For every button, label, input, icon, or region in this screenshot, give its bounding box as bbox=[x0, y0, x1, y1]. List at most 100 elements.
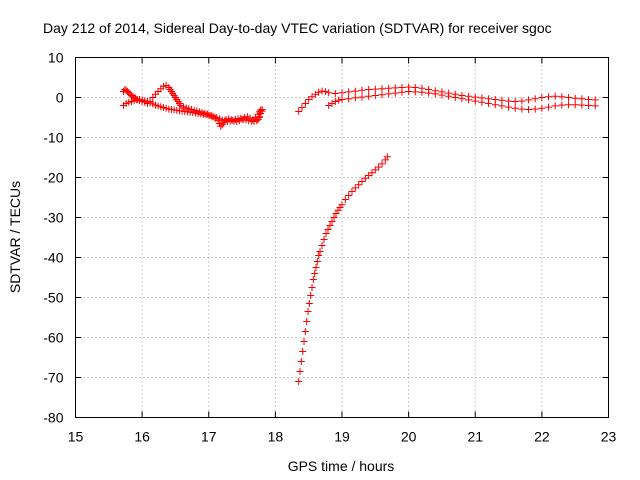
plot-frame bbox=[75, 57, 609, 418]
data-point bbox=[571, 101, 579, 109]
y-axis-label: SDTVAR / TECUs bbox=[7, 181, 23, 293]
data-point bbox=[257, 110, 265, 117]
data-point bbox=[498, 102, 506, 110]
data-point bbox=[365, 86, 373, 93]
data-series bbox=[325, 88, 599, 113]
data-point bbox=[578, 95, 586, 103]
data-point bbox=[425, 89, 433, 97]
data-point bbox=[565, 101, 573, 109]
data-point bbox=[335, 96, 343, 104]
data-point bbox=[591, 102, 599, 110]
data-point bbox=[312, 264, 320, 271]
data-point bbox=[525, 96, 533, 104]
data-point bbox=[585, 96, 593, 103]
data-point bbox=[411, 88, 419, 96]
data-point bbox=[301, 328, 309, 335]
data-point bbox=[295, 378, 303, 385]
data-point bbox=[405, 88, 413, 95]
y-tick-labels: 10 0 -10 -20 -30 -40 -50 -60 -70 -80 bbox=[43, 50, 63, 426]
data-point bbox=[371, 92, 379, 99]
data-point bbox=[485, 100, 493, 107]
data-point bbox=[518, 97, 526, 105]
data-point bbox=[315, 252, 323, 259]
data-point bbox=[558, 93, 566, 101]
data-point bbox=[254, 115, 262, 123]
data-point bbox=[465, 96, 473, 104]
data-point bbox=[328, 218, 336, 225]
data-point bbox=[295, 108, 303, 115]
data-point bbox=[451, 94, 459, 101]
data-point bbox=[303, 318, 311, 325]
data-point bbox=[341, 196, 349, 203]
data-point bbox=[585, 102, 593, 109]
data-point bbox=[331, 90, 339, 97]
data-point bbox=[338, 89, 346, 97]
data-point bbox=[299, 348, 307, 355]
data-point bbox=[471, 97, 479, 105]
y-tick-label: 0 bbox=[56, 90, 64, 106]
data-point bbox=[491, 101, 499, 109]
data-point bbox=[558, 101, 566, 109]
data-point bbox=[431, 90, 439, 98]
data-point bbox=[385, 90, 393, 98]
data-point bbox=[326, 222, 334, 229]
y-tick-label: -50 bbox=[43, 290, 63, 306]
data-point bbox=[505, 103, 513, 111]
data-point bbox=[438, 91, 446, 99]
data-point bbox=[365, 92, 373, 100]
data-point bbox=[565, 94, 573, 101]
y-tick-label: -70 bbox=[43, 370, 63, 386]
data-point bbox=[315, 88, 323, 96]
data-point bbox=[296, 368, 304, 375]
data-point bbox=[418, 88, 426, 96]
data-point bbox=[551, 102, 559, 110]
data-point bbox=[391, 89, 399, 97]
data-point bbox=[375, 163, 383, 171]
data-point bbox=[378, 160, 386, 168]
data-point bbox=[445, 92, 453, 100]
data-point bbox=[305, 300, 313, 307]
data-point bbox=[318, 242, 326, 249]
data-point bbox=[338, 201, 346, 209]
data-series bbox=[119, 96, 263, 125]
data-point bbox=[316, 248, 324, 255]
data-point bbox=[338, 96, 346, 103]
data-point bbox=[358, 93, 366, 101]
data-point bbox=[538, 94, 546, 101]
data-point bbox=[311, 270, 319, 277]
x-tick-label: 23 bbox=[601, 429, 617, 445]
data-point bbox=[298, 104, 306, 111]
data-point bbox=[322, 230, 330, 237]
data-point bbox=[371, 85, 379, 93]
data-point bbox=[358, 86, 366, 94]
x-tick-label: 15 bbox=[68, 429, 84, 445]
data-point bbox=[351, 87, 359, 95]
data-point bbox=[297, 358, 305, 365]
data-point bbox=[518, 105, 526, 113]
x-tick-label: 21 bbox=[467, 429, 483, 445]
x-tick-label: 17 bbox=[201, 429, 217, 445]
data-point bbox=[307, 292, 315, 299]
data-point bbox=[378, 85, 386, 93]
data-point bbox=[398, 88, 406, 96]
data-point bbox=[505, 97, 513, 105]
data-point bbox=[355, 181, 363, 189]
x-tick-label: 19 bbox=[334, 429, 350, 445]
y-tick-label: -60 bbox=[43, 330, 63, 346]
data-point bbox=[345, 95, 353, 103]
data-point bbox=[591, 96, 599, 104]
data-point bbox=[320, 236, 328, 243]
data-points bbox=[119, 82, 599, 385]
data-point bbox=[217, 122, 225, 130]
data-point bbox=[331, 98, 339, 105]
data-point bbox=[330, 214, 338, 221]
data-point bbox=[345, 192, 353, 199]
data-point bbox=[478, 98, 486, 106]
data-point bbox=[511, 98, 519, 105]
data-point bbox=[304, 308, 312, 315]
data-point bbox=[571, 94, 579, 102]
data-point bbox=[348, 188, 356, 195]
data-point bbox=[378, 91, 386, 99]
data-point bbox=[325, 89, 333, 97]
data-point bbox=[531, 95, 539, 103]
